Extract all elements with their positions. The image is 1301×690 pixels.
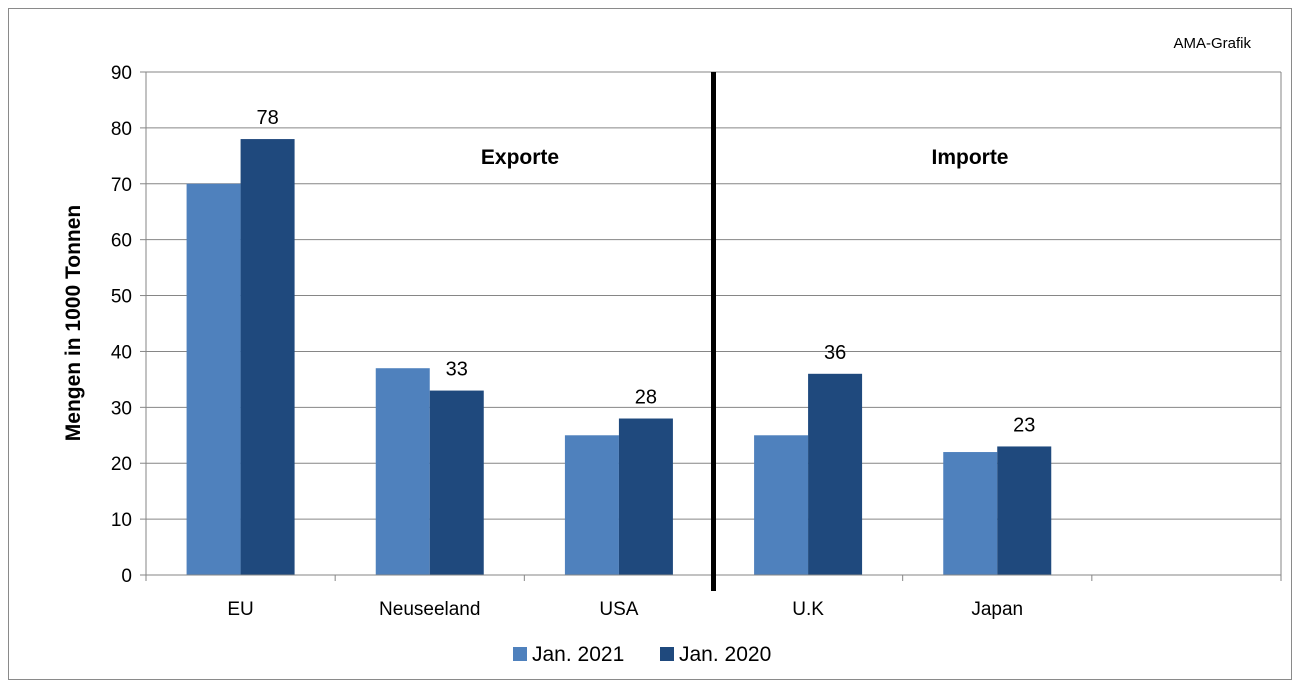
category-labels: EU Neuseeland USA U.K Japan bbox=[227, 599, 1023, 620]
bar-jan-2020 bbox=[997, 446, 1052, 575]
bar-jan-2021 bbox=[564, 435, 619, 575]
legend-label-jan-2020: Jan. 2020 bbox=[679, 643, 771, 666]
data-labels: 78 33 28 36 23 bbox=[256, 107, 1035, 436]
legend-label-jan-2021: Jan. 2021 bbox=[532, 643, 624, 666]
bar-jan-2020 bbox=[429, 390, 484, 575]
category-label: U.K bbox=[792, 599, 824, 620]
bars bbox=[186, 139, 1052, 576]
data-label: 33 bbox=[446, 359, 468, 381]
y-tick-label: 70 bbox=[111, 175, 132, 196]
data-label: 28 bbox=[635, 387, 657, 409]
category-label: Japan bbox=[971, 599, 1023, 620]
legend-swatch-jan-2021 bbox=[513, 647, 527, 661]
y-tick-label: 0 bbox=[121, 566, 132, 587]
category-label: USA bbox=[599, 599, 638, 620]
y-tick-label: 40 bbox=[111, 342, 132, 363]
y-tick-label: 50 bbox=[111, 287, 132, 308]
section-label-importe: Importe bbox=[931, 146, 1008, 169]
category-label: Neuseeland bbox=[379, 599, 480, 620]
bar-jan-2021 bbox=[375, 368, 430, 575]
bar-jan-2021 bbox=[754, 435, 809, 575]
y-tick-label: 60 bbox=[111, 231, 132, 252]
bar-jan-2020 bbox=[618, 418, 673, 575]
category-label: EU bbox=[227, 599, 253, 620]
y-tick-labels: 0 10 20 30 40 50 60 70 80 90 bbox=[111, 63, 132, 587]
bar-jan-2020 bbox=[808, 373, 863, 575]
y-tick-label: 20 bbox=[111, 454, 132, 475]
data-label: 36 bbox=[824, 342, 846, 364]
legend-swatch-jan-2020 bbox=[660, 647, 674, 661]
data-label: 78 bbox=[256, 107, 278, 129]
y-tick-label: 30 bbox=[111, 398, 132, 419]
y-tick-label: 10 bbox=[111, 510, 132, 531]
y-tick-label: 80 bbox=[111, 119, 132, 140]
legend: Jan. 2021 Jan. 2020 bbox=[513, 643, 771, 666]
bar-jan-2021 bbox=[186, 183, 241, 575]
data-label: 23 bbox=[1013, 414, 1035, 436]
y-axis-label: Mengen in 1000 Tonnen bbox=[62, 205, 85, 441]
chart-credit: AMA-Grafik bbox=[1173, 35, 1251, 52]
bar-jan-2021 bbox=[943, 452, 998, 575]
axes bbox=[140, 71, 1282, 591]
section-label-exporte: Exporte bbox=[481, 146, 559, 169]
y-tick-label: 90 bbox=[111, 63, 132, 84]
bar-jan-2020 bbox=[240, 139, 295, 576]
